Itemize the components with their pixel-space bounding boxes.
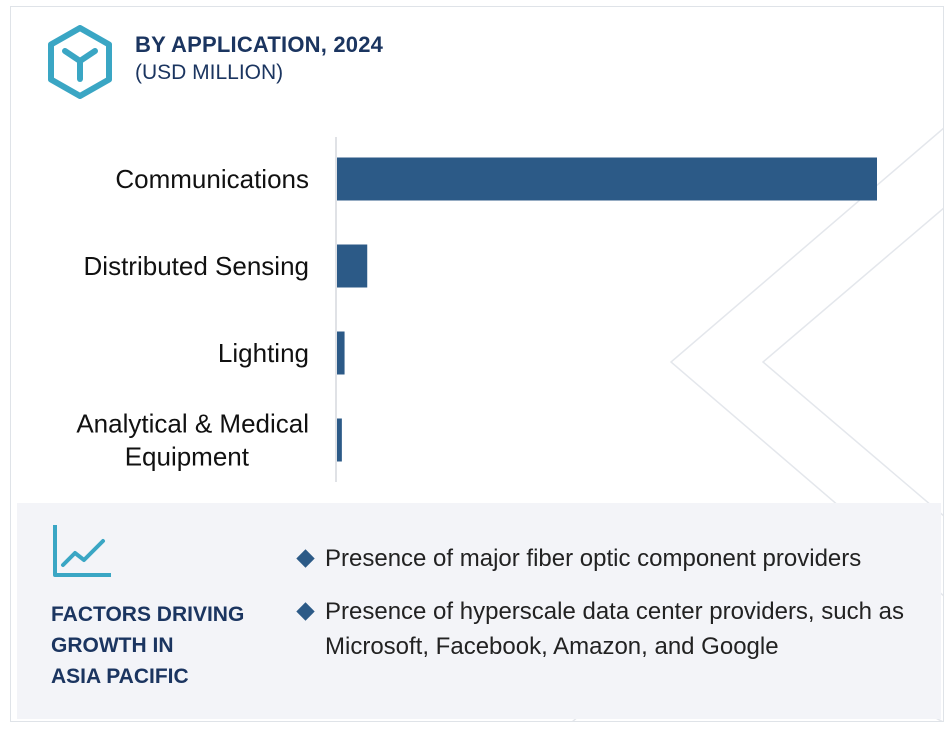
category-label-line: Distributed Sensing (84, 251, 309, 281)
category-label: Lighting (218, 338, 309, 368)
factors-panel: FACTORS DRIVING GROWTH IN ASIA PACIFIC P… (17, 503, 941, 719)
category-label-line: Analytical & Medical (76, 409, 309, 439)
category-label: Distributed Sensing (84, 251, 309, 281)
category-label: Analytical & Medical Equipment (76, 409, 309, 472)
category-label: Communications (115, 164, 309, 194)
category-label-line: Equipment (125, 442, 250, 472)
chart-subtitle: (USD MILLION) (135, 61, 284, 84)
bar-1 (337, 244, 368, 288)
infographic-card: BY APPLICATION, 2024 (USD MILLION) Commu… (10, 6, 944, 722)
trend-chart-icon (53, 525, 111, 577)
bar-2 (337, 331, 345, 375)
bar-chart: Communications Distributed Sensing Lightin… (76, 137, 877, 482)
factors-list: Presence of major fiber optic component … (296, 541, 929, 682)
bar-0 (337, 157, 877, 201)
factor-item: Presence of hyperscale data center provi… (296, 594, 929, 664)
factor-text: Presence of hyperscale data center provi… (325, 598, 904, 660)
diamond-bullet-icon (296, 602, 315, 621)
factor-item: Presence of major fiber optic component … (296, 541, 929, 576)
cube-logo-icon (48, 25, 112, 99)
category-label-line: Lighting (218, 338, 309, 368)
factors-heading: FACTORS DRIVING GROWTH IN ASIA PACIFIC (51, 603, 245, 688)
category-label-line: Communications (115, 164, 309, 194)
diamond-bullet-icon (296, 549, 315, 568)
factor-text: Presence of major fiber optic component … (325, 545, 862, 572)
bar-3 (337, 418, 342, 462)
chart-title: BY APPLICATION, 2024 (135, 32, 384, 57)
